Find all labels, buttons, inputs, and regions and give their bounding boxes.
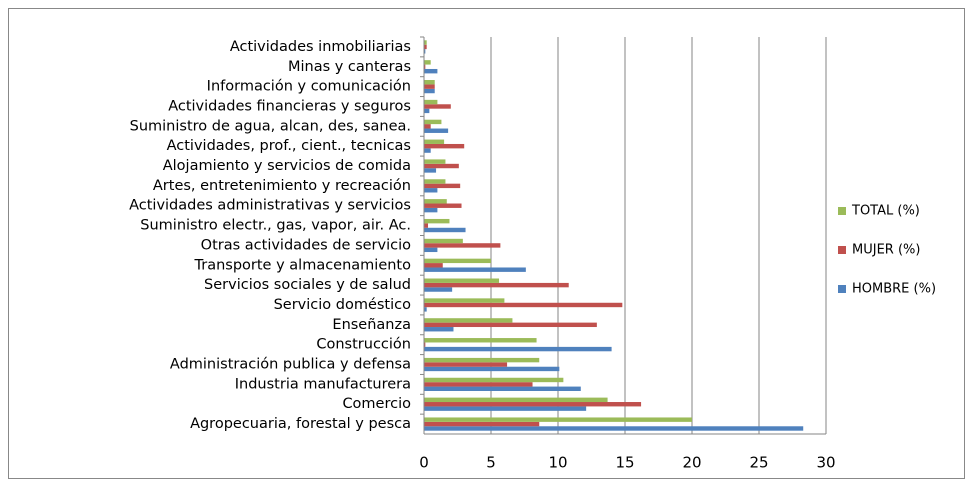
bar [424,104,451,109]
bar [424,278,500,283]
bar [424,263,443,268]
legend-swatch [838,285,846,293]
legend-swatch [838,207,846,215]
bar [424,124,431,129]
bar [424,258,491,264]
bar [424,223,429,228]
bar [424,318,513,323]
legend-label: TOTAL (%) [851,204,920,219]
legend-label: HOMBRE (%) [852,282,936,297]
bar [424,382,533,387]
bar [424,338,537,343]
bar [424,238,463,244]
bar [424,183,461,189]
x-tick-label: 0 [419,454,429,472]
bar [424,377,564,383]
y-tick-label: Construcción [316,337,411,353]
bar [424,397,608,403]
x-tick-label: 5 [486,454,496,472]
y-tick-label: Actividades financieras y seguros [168,98,411,114]
bar [424,243,501,248]
bar [424,68,438,74]
x-tick-label: 25 [749,454,768,472]
y-tick-label: Alojamiento y servicios de comida [163,158,411,174]
bar [424,298,505,303]
bar [424,203,462,208]
bar [424,163,459,169]
bar [424,99,438,105]
bar [424,247,438,253]
bar [424,417,692,422]
bar [424,421,540,427]
bar [424,307,427,312]
y-tick-label: Minas y canteras [288,59,411,75]
y-tick-label: Agropecuaria, forestal y pesca [190,416,411,432]
bar [424,128,449,133]
bar [424,80,435,85]
bar [424,218,450,224]
x-tick-label: 30 [816,454,835,472]
bar [424,366,560,372]
bar [424,88,435,94]
bar [424,386,581,391]
bar [424,44,427,50]
bar [424,346,612,352]
bar [424,119,442,125]
bar [424,188,438,193]
bar [424,362,508,367]
y-tick-label: Transporte y almacenamiento [194,257,412,273]
y-tick-label: Artes, entretenimiento y recreación [153,178,411,194]
y-tick-label: Servicios sociales y de salud [204,277,411,293]
bar [424,49,426,54]
bar [424,84,435,89]
y-tick-label: Actividades, prof., cient., tecnicas [167,138,411,154]
y-tick-label: Suministro electr., gas, vapor, air. Ac. [140,218,411,234]
y-tick-label: Enseñanza [332,317,411,333]
bar [424,426,804,431]
bar [424,179,446,184]
bar [424,322,597,328]
y-tick-label: Información y comunicación [207,79,411,95]
y-tick-label: Actividades inmobiliarias [230,39,411,55]
y-tick-label: Actividades administrativas y servicios [129,198,411,214]
bar [424,168,437,173]
bar [424,357,540,363]
y-tick-label: Comercio [342,396,411,412]
bar [424,287,453,292]
y-tick-label: Suministro de agua, alcan, des, sanea. [130,118,411,134]
bar [424,199,447,204]
y-tick-label: Otras actividades de servicio [201,237,411,253]
y-tick-label: Industria manufacturera [235,376,411,392]
bar [424,402,642,407]
bar [424,159,446,164]
bar [424,282,569,288]
x-tick-label: 10 [548,454,567,472]
bar [424,302,623,308]
bar [424,139,445,144]
bar [424,143,465,149]
bar [424,108,430,114]
y-tick-label: Administración publica y defensa [170,357,411,373]
bar [424,60,431,65]
bar [424,342,426,347]
bar [424,227,466,233]
bar [424,148,431,153]
bar [424,406,587,411]
bar [424,267,526,272]
bar [424,64,426,69]
bar [424,40,427,45]
legend-swatch [838,246,846,254]
x-tick-label: 20 [682,454,701,472]
x-tick-label: 15 [615,454,634,472]
bar [424,327,454,332]
y-tick-label: Servicio doméstico [274,297,412,313]
legend-label: MUJER (%) [852,243,920,258]
bar [424,207,438,213]
